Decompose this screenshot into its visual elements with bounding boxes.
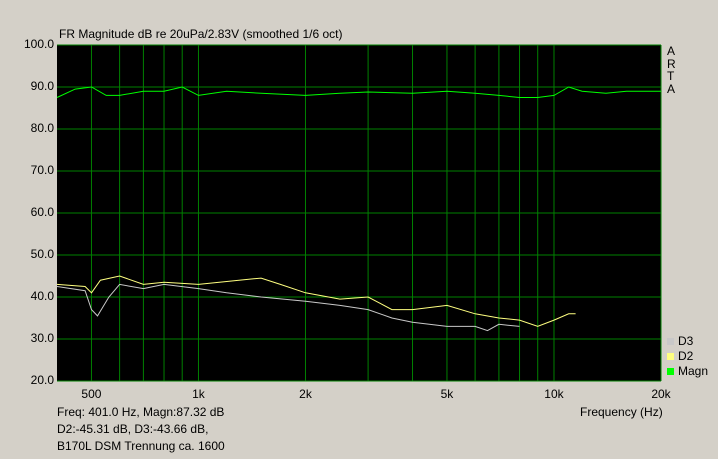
info-line: Freq: 401.0 Hz, Magn:87.32 dB (57, 405, 224, 419)
x-axis-label: Frequency (Hz) (580, 405, 663, 419)
legend-label: Magn (678, 364, 708, 378)
y-tick-label: 30.0 (31, 331, 55, 345)
x-tick-label: 10k (544, 387, 564, 401)
y-tick-label: 80.0 (31, 121, 55, 135)
legend-label: D3 (678, 334, 694, 348)
info-line: B170L DSM Trennung ca. 1600 (57, 439, 225, 453)
legend-swatch (667, 338, 674, 345)
x-tick-label: 5k (441, 387, 455, 401)
legend-swatch (667, 368, 674, 375)
x-tick-label: 20k (651, 387, 671, 401)
y-tick-label: 50.0 (31, 247, 55, 261)
y-tick-label: 60.0 (31, 205, 55, 219)
info-line: D2:-45.31 dB, D3:-43.66 dB, (57, 422, 208, 436)
chart-title: FR Magnitude dB re 20uPa/2.83V (smoothed… (59, 27, 343, 41)
y-tick-label: 70.0 (31, 163, 55, 177)
y-tick-label: 40.0 (31, 289, 55, 303)
y-tick-label: 20.0 (31, 373, 55, 387)
y-tick-label: 90.0 (31, 79, 55, 93)
series-line (56, 283, 520, 332)
y-tick-label: 100.0 (24, 37, 54, 51)
x-tick-label: 2k (299, 387, 313, 401)
side-label: ARTA (667, 44, 676, 96)
x-tick-label: 500 (81, 387, 101, 401)
legend-swatch (667, 353, 674, 360)
legend-label: D2 (678, 349, 694, 363)
series-line (56, 86, 661, 98)
x-tick-label: 1k (192, 387, 206, 401)
series-line (56, 275, 576, 327)
